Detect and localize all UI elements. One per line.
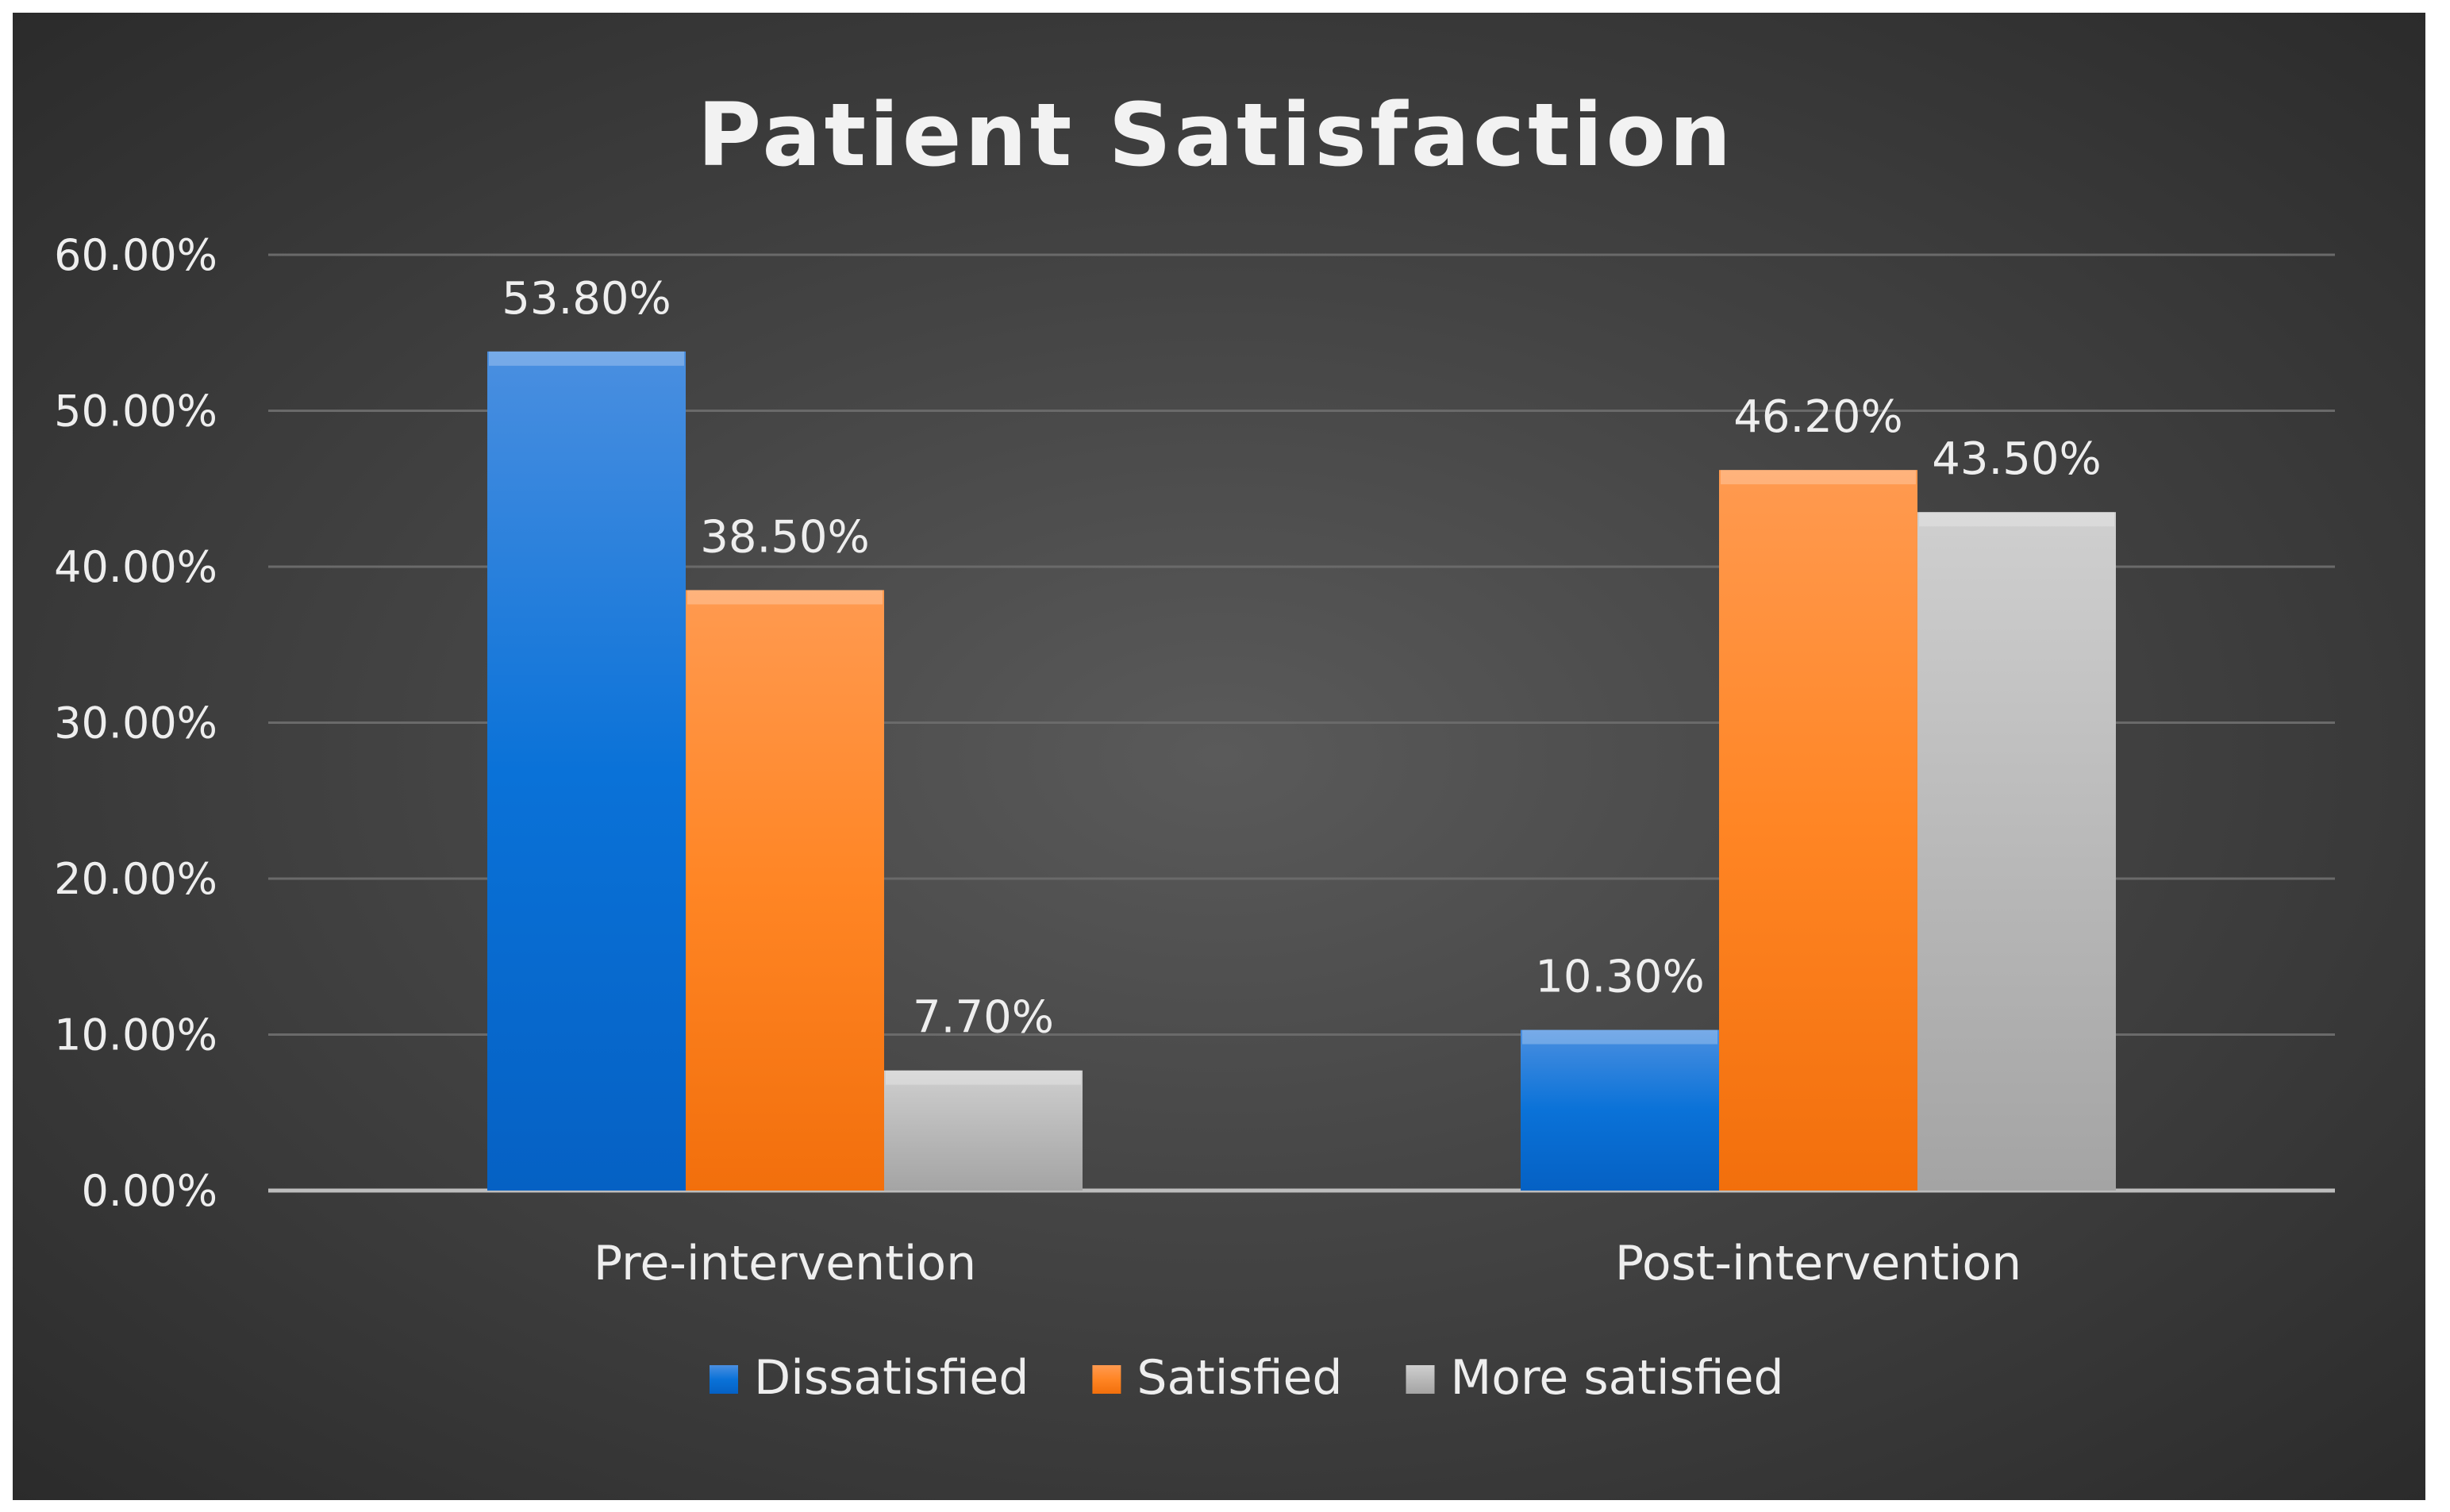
legend-item[interactable]: Dissatisfied [710,1350,1029,1406]
legend-swatch [710,1365,738,1394]
bar-bevel [489,351,684,366]
chart-title: Patient Satisfaction [698,84,1735,186]
bar-satisfied-pre-intervention[interactable] [686,590,884,1191]
bar-dissatisfied-post-intervention[interactable] [1521,1029,1719,1191]
legend-item[interactable]: Satisfied [1092,1350,1343,1406]
bar-more-satisfied-pre-intervention[interactable] [884,1070,1083,1191]
legend-label: Dissatisfied [754,1350,1029,1406]
y-tick-label: 60.00% [54,230,217,280]
legend: Dissatisfied Satisfied More satisfied [710,1350,1784,1406]
y-tick-label: 40.00% [54,542,217,592]
bar-bevel [1522,1029,1717,1045]
bar-dissatisfied-pre-intervention[interactable] [487,351,686,1191]
bar-more-satisfied-post-intervention[interactable] [1917,512,2116,1191]
data-label: 38.50% [700,511,870,563]
data-label: 43.50% [1932,433,2102,485]
data-label: 53.80% [502,273,671,325]
bar-bevel [886,1070,1081,1085]
legend-swatch [1092,1365,1121,1394]
y-tick-label: 0.00% [81,1166,217,1216]
bar-bevel [1919,512,2114,527]
legend-label: Satisfied [1137,1350,1342,1406]
data-label: 46.20% [1733,391,1903,443]
y-tick-label: 50.00% [54,387,217,437]
y-tick-label: 10.00% [54,1010,217,1060]
bar-bevel [1721,470,1916,485]
y-tick-label: 30.00% [54,698,217,748]
chart-frame: Patient Satisfaction 0.00% 10.00% 20.00% 30… [13,13,2425,1500]
legend-label: More satisfied [1451,1350,1784,1406]
data-label: 7.70% [913,992,1054,1044]
legend-swatch [1406,1365,1435,1394]
bar-chart: Patient Satisfaction 0.00% 10.00% 20.00% 30… [54,84,2335,1406]
bar-satisfied-post-intervention[interactable] [1719,470,1917,1191]
category-label: Pre-intervention [594,1236,976,1291]
bar-bevel [687,590,883,605]
data-label: 10.30% [1535,952,1705,1003]
y-tick-label: 20.00% [54,854,217,904]
category-label: Post-intervention [1615,1236,2021,1291]
legend-item[interactable]: More satisfied [1406,1350,1784,1406]
